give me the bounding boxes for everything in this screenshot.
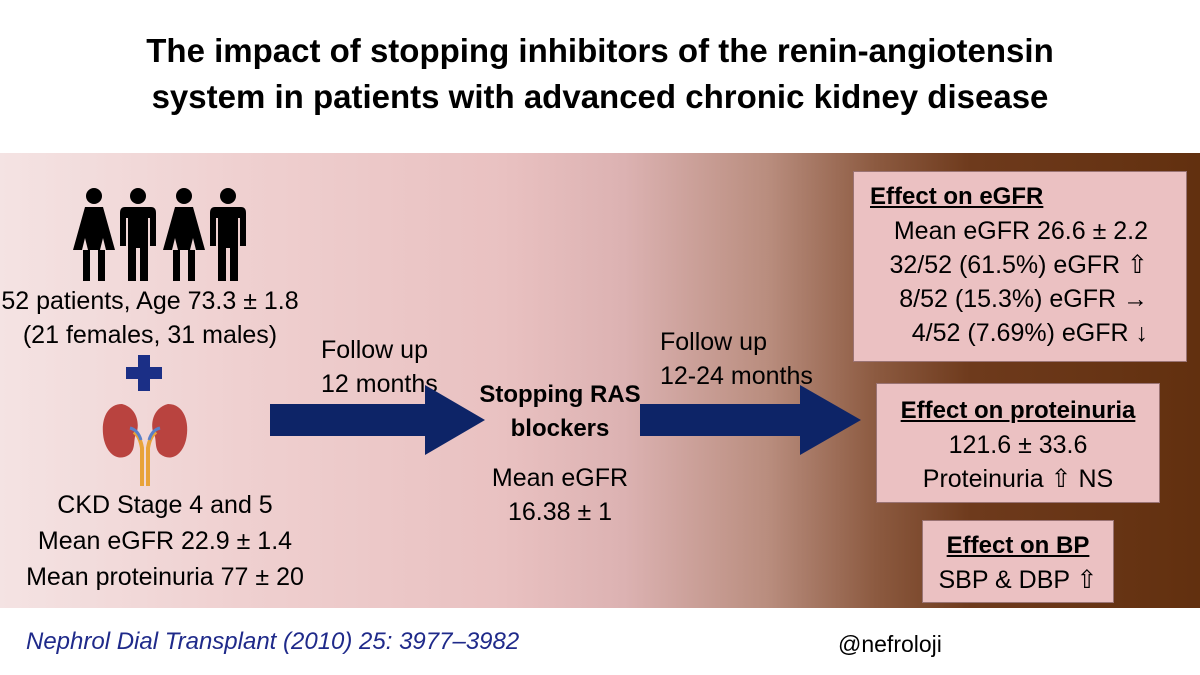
stopping-line-2: blockers [510,415,610,442]
effect-on-bp-item: SBP & DBP ⇧ [938,566,1098,594]
stopping-line-4: 16.38 ± 1 [507,498,613,526]
ckd-line-2: Mean eGFR 22.9 ± 1.4 [37,527,293,555]
male-person-icon [120,188,156,281]
female-person-icon [73,188,115,281]
title-line-1: The impact of stopping inhibitors of the… [146,32,1054,69]
effect-on-egfr-item: 4/52 (7.69%) eGFR ↓ [911,319,1148,347]
followup-1-line-2: 12 months [321,370,438,398]
patients-line-2: (21 females, 31 males) [22,321,278,349]
followup-1-line-1: Follow up [321,336,428,364]
ckd-text: CKD Stage 4 and 5 Mean eGFR 22.9 ± 1.4 M… [0,487,330,595]
author-handle: @nefroloji [838,631,942,657]
journal-reference: Nephrol Dial Transplant (2010) 25: 3977–… [26,628,520,655]
stopping-egfr-text: Mean eGFR 16.38 ± 1 [465,461,655,529]
stopping-line-3: Mean eGFR [491,464,629,492]
effect-on-egfr-list: Mean eGFR 26.6 ± 2.2 32/52 (61.5%) eGFR … [854,214,1186,350]
effect-on-proteinuria-heading: Effect on proteinuria [900,397,1136,424]
stopping-text: Stopping RAS blockers [465,378,655,446]
effect-on-bp-heading: Effect on BP [946,532,1090,559]
followup-2-line-1: Follow up [660,328,767,356]
right-arrow-icon [270,385,485,455]
male-person-icon [210,188,246,281]
effect-on-egfr-item: 32/52 (61.5%) eGFR ⇧ [889,251,1148,279]
page-title: The impact of stopping inhibitors of the… [0,28,1200,120]
effect-on-proteinuria-item: 121.6 ± 33.6 [948,431,1088,459]
effect-on-egfr-heading: Effect on eGFR [870,183,1044,210]
followup-2-line-2: 12-24 months [660,362,813,390]
effect-on-proteinuria-item: Proteinuria ⇧ NS [922,465,1114,493]
right-arrow-icon [640,385,861,455]
female-person-icon [163,188,205,281]
ckd-line-3: Mean proteinuria 77 ± 20 [26,563,304,591]
people-icon-group [73,188,246,281]
kidney-icon [102,404,188,486]
effect-on-proteinuria-box: Effect on proteinuria 121.6 ± 33.6 Prote… [876,383,1160,503]
plus-icon [126,355,162,391]
patients-text: 52 patients, Age 73.3 ± 1.8 (21 females,… [0,284,300,352]
effect-on-egfr-item: Mean eGFR 26.6 ± 2.2 [893,217,1148,245]
followup-1-text: Follow up 12 months [305,333,471,401]
followup-2-text: Follow up 12-24 months [660,325,850,393]
patients-line-1: 52 patients, Age 73.3 ± 1.8 [1,287,299,315]
ckd-line-1: CKD Stage 4 and 5 [57,491,273,519]
effect-on-egfr-box: Effect on eGFR Mean eGFR 26.6 ± 2.2 32/5… [853,171,1187,362]
effect-on-bp-box: Effect on BP SBP & DBP ⇧ [922,520,1114,603]
title-line-2: system in patients with advanced chronic… [151,78,1049,115]
stopping-line-1: Stopping RAS [479,381,641,408]
effect-on-egfr-item: 8/52 (15.3%) eGFR → [899,285,1148,313]
